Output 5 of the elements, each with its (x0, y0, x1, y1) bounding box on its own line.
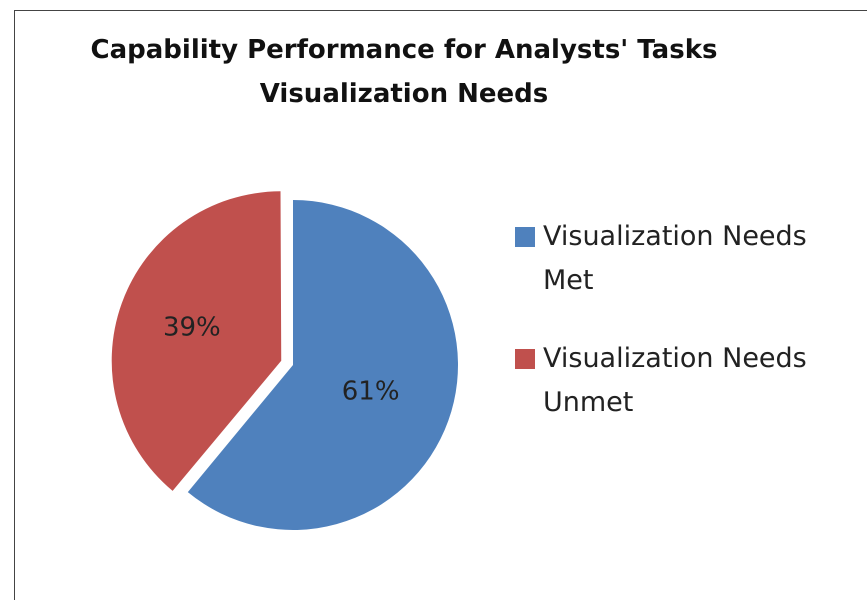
legend-label: Visualization Needs Met (543, 220, 808, 298)
legend-label: Visualization Needs Unmet (543, 342, 808, 420)
chart-title: Capability Performance for Analysts' Tasks Visualization Needs (90, 34, 718, 111)
data-label: 61% (342, 376, 400, 407)
data-label: 39% (162, 312, 221, 342)
